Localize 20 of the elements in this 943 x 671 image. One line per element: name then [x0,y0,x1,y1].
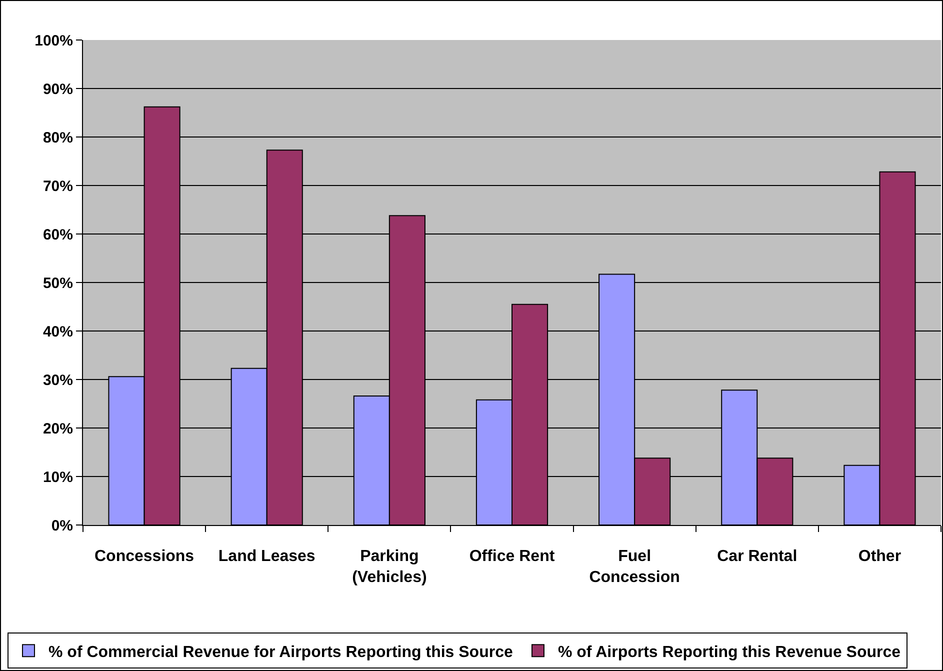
y-tick-label: 90% [42,80,73,98]
x-tick-label: Concessions [94,548,194,566]
y-tick-label: 10% [42,468,73,486]
x-tick-label: Office Rent [469,548,556,566]
y-tick-label: 70% [42,178,73,195]
y-tick-label: 0% [51,517,73,534]
legend-label: % of Airports Reporting this Revenue Source [558,644,901,661]
x-tick-label: Parking (Vehicles) [352,548,427,586]
y-tick-label: 60% [42,226,73,244]
y-tick-label: 40% [42,323,73,340]
y-tick-label: 50% [42,274,73,292]
y-tick-label: 30% [42,372,73,389]
x-tick-label: Land Leases [218,548,316,566]
x-tick-label: Other [858,548,902,566]
x-tick-label: Fuel Concession [589,548,680,586]
y-tick-label: 20% [42,420,73,438]
y-tick-label: 80% [42,129,73,146]
x-tick-label: Car Rental [717,548,798,566]
y-tick-label: 100% [34,32,73,50]
legend-label: % of Commercial Revenue for Airports Reporting this Source [48,644,513,661]
